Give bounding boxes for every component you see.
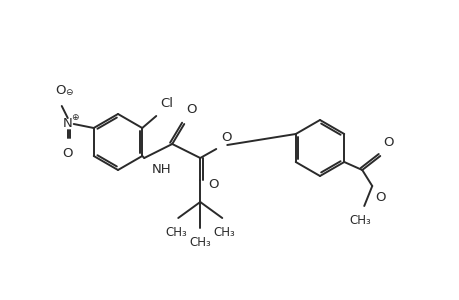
Text: Cl: Cl bbox=[160, 97, 173, 110]
Text: O: O bbox=[221, 131, 231, 144]
Text: CH₃: CH₃ bbox=[165, 226, 187, 239]
Text: O: O bbox=[186, 103, 196, 116]
Text: CH₃: CH₃ bbox=[349, 214, 370, 227]
Text: ⊖: ⊖ bbox=[65, 88, 73, 97]
Text: CH₃: CH₃ bbox=[189, 236, 211, 249]
Text: CH₃: CH₃ bbox=[213, 226, 235, 239]
Text: N: N bbox=[63, 116, 73, 130]
Text: O: O bbox=[208, 178, 218, 191]
Text: ⊕: ⊕ bbox=[71, 112, 78, 122]
Text: O: O bbox=[382, 136, 393, 149]
Text: O: O bbox=[62, 147, 73, 160]
Text: O: O bbox=[56, 84, 66, 97]
Text: O: O bbox=[375, 191, 385, 204]
Text: NH: NH bbox=[152, 163, 172, 176]
